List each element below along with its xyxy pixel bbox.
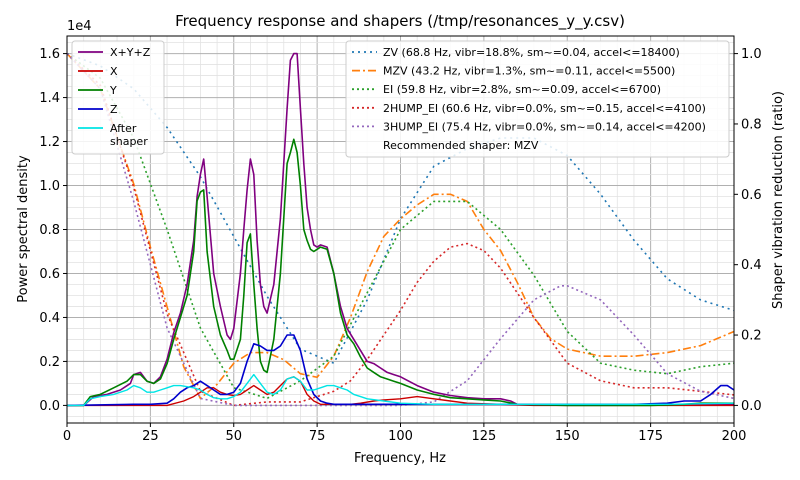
psd-series-line [67,52,734,407]
shaper-series-line [66,52,735,400]
psd-series-line [67,373,735,407]
psd-series-line [67,138,734,407]
shaper-legend-entry: ZV (68.8 Hz, vibr=18.8%, sm~=0.04, accel… [383,46,680,59]
shaper-legend-entry: MZV (43.2 Hz, vibr=1.3%, sm~=0.11, accel… [383,65,675,78]
legend-entry-line: After [110,122,137,135]
left-tick-label: 0.4 [39,311,60,326]
right-tick-label: 0.0 [741,399,762,414]
x-tick-label: 125 [471,429,496,444]
shaper-series-line [66,52,735,365]
legend-entry: X [110,65,118,78]
legend-entry: After shaper [110,122,148,148]
x-tick-label: 175 [638,429,663,444]
shaper-lines [66,52,735,407]
left-axis-ticks: 0.0 0.2 0.4 0.6 0.8 1.0 1.2 1.4 1.6 [39,47,67,414]
legend-entry-line: X+Y+Z [110,46,151,59]
x-tick-label: 150 [555,429,580,444]
right-axis-ticks: 0.0 0.2 0.4 0.6 0.8 1.0 [734,47,762,414]
shaper-legend-box [345,40,730,158]
right-tick-label: 0.2 [741,329,762,344]
legend-entry: X+Y+Z [110,46,151,59]
legend-entry-line: shaper [110,135,148,148]
left-tick-label: 0.8 [39,223,60,238]
psd-lines [66,52,735,407]
right-tick-label: 1.0 [741,47,762,62]
psd-legend-box [71,40,165,155]
right-tick-label: 0.8 [741,117,762,132]
x-tick-label: 50 [225,429,242,444]
shaper-series-line [66,53,735,400]
x-tick-label: 200 [722,429,747,444]
left-tick-label: 0.0 [39,399,60,414]
left-tick-label: 0.2 [39,355,60,370]
legend-entry-line: Z [110,103,118,116]
right-axis-label: Shaper vibration reduction (ratio) [771,91,786,309]
x-tick-label: 75 [309,429,326,444]
right-tick-label: 0.6 [741,188,762,203]
left-tick-label: 1.4 [39,91,60,106]
left-axis-label: Power spectral density [16,155,31,303]
legend-entry: Z [110,103,118,116]
x-axis-label: Frequency, Hz [354,451,446,466]
shaper-legend: ZV (68.8 Hz, vibr=18.8%, sm~=0.04, accel… [345,40,730,158]
chart-title: Frequency response and shapers (/tmp/res… [175,12,625,31]
psd-legend: X+Y+Z XYZ After shaper [71,40,165,155]
left-tick-label: 1.0 [39,179,60,194]
legend-entry-line: X [110,65,118,78]
shaper-legend-entry: EI (59.8 Hz, vibr=2.8%, sm~=0.09, accel<… [383,83,661,96]
x-tick-label: 25 [142,429,159,444]
shaper-legend-entry: 2HUMP_EI (60.6 Hz, vibr=0.0%, sm~=0.15, … [383,102,706,115]
shaper-series-line [66,53,735,407]
x-axis-ticks: 0 25 50 75 100 125 150 175 200 [63,423,747,444]
right-tick-label: 0.4 [741,258,762,273]
legend-entry: Y [109,84,117,97]
legend-entry-line: Y [109,84,117,97]
x-tick-label: 0 [63,429,71,444]
left-scale-label: 1e4 [67,19,92,34]
recommended-shaper-text: Recommended shaper: MZV [383,139,539,152]
left-tick-label: 0.6 [39,267,60,282]
shaper-legend-entry: 3HUMP_EI (75.4 Hz, vibr=0.0%, sm~=0.14, … [383,120,706,133]
shaper-series-line [66,53,735,407]
left-tick-label: 1.6 [39,47,60,62]
left-tick-label: 1.2 [39,135,60,150]
x-tick-label: 100 [388,429,413,444]
